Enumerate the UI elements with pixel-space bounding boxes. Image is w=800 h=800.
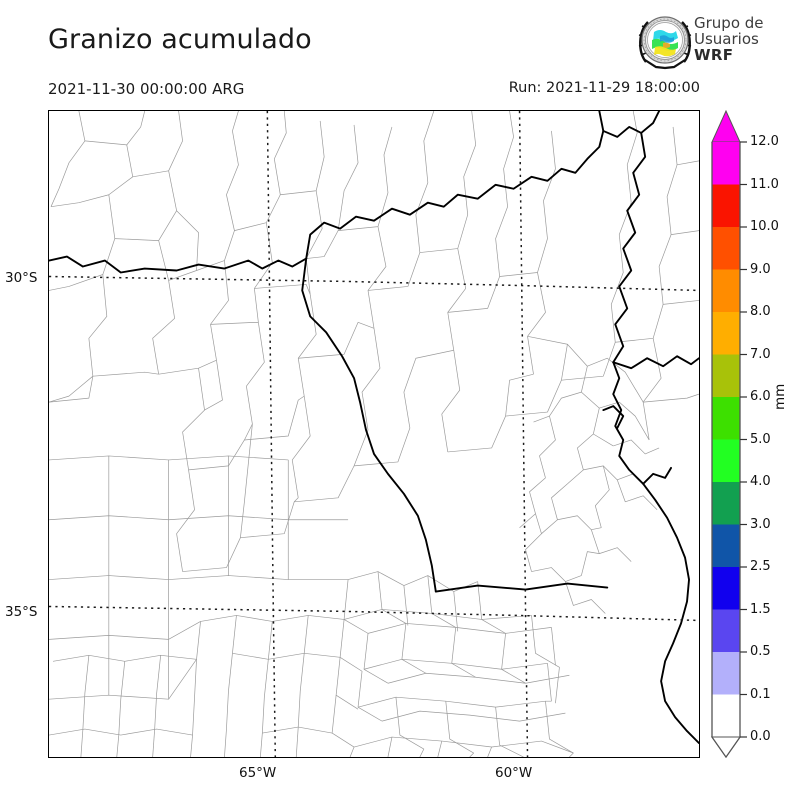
map-plot-area[interactable] bbox=[48, 110, 700, 758]
colorbar-tick-5: 5.0 bbox=[750, 431, 771, 447]
colorbar-gradient bbox=[710, 110, 747, 758]
colorbar-tick-3: 3.0 bbox=[750, 516, 771, 532]
model-run-label: Run: 2021-11-29 18:00:00 bbox=[508, 80, 700, 96]
colorbar-tick-0: 0.0 bbox=[750, 729, 771, 744]
logo-line-2: Usuarios bbox=[694, 30, 759, 48]
graticule-layer bbox=[49, 111, 699, 757]
page-title: Granizo acumulado bbox=[48, 24, 312, 55]
wrf-user-group-seal-icon bbox=[638, 16, 692, 70]
lon-tick-label-60w: 60°W bbox=[495, 765, 533, 781]
colorbar-tick-10: 10.0 bbox=[750, 219, 779, 234]
colorbar-tick-4: 4.0 bbox=[750, 474, 771, 489]
colorbar-tick-2p5: 2.5 bbox=[750, 559, 771, 574]
logo-text: Grupo de Usuarios WRF bbox=[694, 15, 764, 63]
lon-tick-label-65w: 65°W bbox=[239, 765, 277, 781]
colorbar-tick-1p5: 1.5 bbox=[750, 601, 771, 617]
colorbar-tick-12: 12.0 bbox=[750, 134, 779, 149]
logo-line-1: Grupo de bbox=[694, 14, 764, 32]
lat-tick-label-35s: 35°S bbox=[5, 604, 38, 620]
logo: Grupo de Usuarios WRF bbox=[636, 12, 796, 70]
map-vector-layers bbox=[49, 111, 699, 757]
colorbar-tick-11: 11.0 bbox=[750, 176, 779, 192]
colorbar-tick-0p1: 0.1 bbox=[750, 686, 771, 702]
logo-line-3: WRF bbox=[694, 46, 734, 64]
colorbar-tick-6: 6.0 bbox=[750, 389, 771, 404]
province-boundaries-layer bbox=[49, 111, 699, 744]
colorbar-tick-0p5: 0.5 bbox=[750, 644, 771, 659]
lat-tick-label-30s: 30°S bbox=[5, 270, 38, 286]
valid-time-label: 2021-11-30 00:00:00 ARG bbox=[48, 80, 245, 98]
colorbar-tick-9: 9.0 bbox=[750, 261, 771, 277]
colorbar-tick-8: 8.0 bbox=[750, 304, 771, 319]
colorbar-unit-label: mm bbox=[772, 383, 788, 410]
colorbar-tick-7: 7.0 bbox=[750, 346, 771, 362]
colorbar[interactable]: 12.0 11.0 10.0 9.0 8.0 7.0 6.0 5.0 4.0 3… bbox=[710, 110, 800, 758]
department-boundaries-layer bbox=[49, 111, 699, 757]
